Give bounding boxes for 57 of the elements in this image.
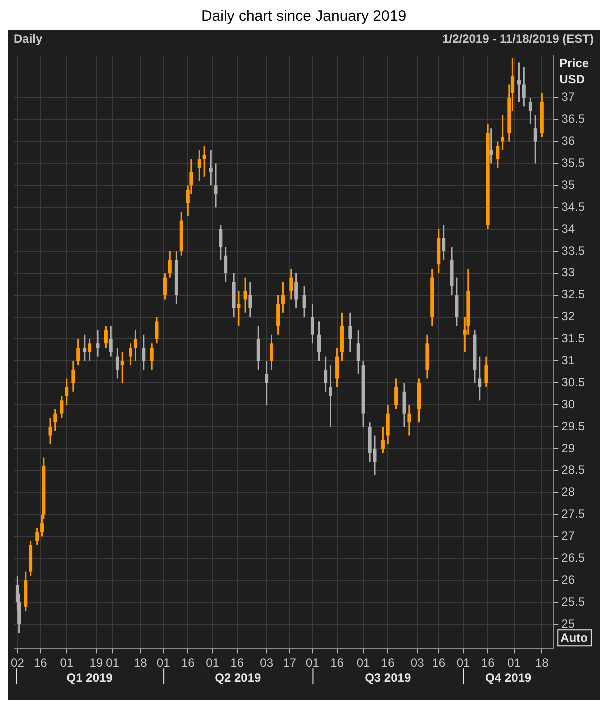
x-tick-label: 16 xyxy=(481,656,496,670)
x-tick-label: 01 xyxy=(60,656,74,670)
x-tick-label: 16 xyxy=(181,656,196,670)
y-tick-label: 36.5 xyxy=(562,112,586,126)
y-tick-label: 29 xyxy=(562,441,576,456)
text: 1/2/2019 - 11/18/2019 (EST) xyxy=(442,32,594,46)
x-tick-label: 01 xyxy=(356,656,371,670)
x-tick-label: 03 xyxy=(260,656,274,670)
y-tick-label: 33.5 xyxy=(562,244,586,258)
text: Q4 2019 xyxy=(486,670,532,685)
x-tick-label: 01 xyxy=(508,656,522,670)
x-tick-label: 16 xyxy=(330,656,344,670)
x-tick-label: 02 xyxy=(11,656,25,670)
x-tick-label: 01 xyxy=(456,656,470,670)
x-tick-label: 16 xyxy=(432,656,446,670)
y-tick-label: 25.5 xyxy=(562,594,586,609)
x-tick-label: 17 xyxy=(283,656,297,670)
y-tick-label: 27 xyxy=(562,529,576,544)
y-tick-label: 26 xyxy=(562,572,576,587)
y-tick-label: 29.5 xyxy=(562,419,586,434)
text: Daily xyxy=(14,32,43,46)
y-tick-label: 30 xyxy=(562,397,576,412)
x-tick-label: 16 xyxy=(381,656,396,670)
y-tick-label: 27.5 xyxy=(562,507,586,522)
y-tick-label: 31.5 xyxy=(562,332,586,346)
y-tick-label: 32 xyxy=(562,310,576,324)
y-tick-label: 28 xyxy=(562,485,576,500)
text: Q3 2019 xyxy=(365,670,412,685)
x-tick-label: 18 xyxy=(535,656,550,670)
y-tick-label: 30.5 xyxy=(562,375,586,390)
text: Q2 2019 xyxy=(215,670,262,685)
y-tick-label: 25 xyxy=(562,616,576,631)
y-tick-label: 31 xyxy=(562,353,576,368)
y-tick-label: 34.5 xyxy=(562,200,586,214)
x-tick-label: 18 xyxy=(134,656,148,670)
y-tick-label: 36 xyxy=(562,134,576,148)
y-tick-label: 26.5 xyxy=(562,550,586,565)
x-tick-label: 01 xyxy=(206,656,220,670)
text: Auto xyxy=(560,630,588,645)
y-tick-label: 35 xyxy=(562,178,576,192)
x-tick-label: 01 xyxy=(106,656,120,670)
y-tick-label: 32.5 xyxy=(562,288,586,302)
y-axis-title: Price USD xyxy=(560,56,590,87)
candlestick xyxy=(517,62,521,102)
x-tick-label: 19 xyxy=(90,656,104,670)
y-tick-label: 37 xyxy=(562,90,576,104)
x-tick-label: 01 xyxy=(306,656,320,670)
chart-title: Daily chart since January 2019 xyxy=(200,8,408,27)
text: Q1 2019 xyxy=(66,670,114,685)
x-tick-label: 03 xyxy=(410,656,425,670)
x-tick-label: 01 xyxy=(156,656,171,670)
y-tick-label: 33 xyxy=(562,266,576,280)
y-tick-label: 34 xyxy=(562,222,576,236)
x-tick-label: 16 xyxy=(34,656,48,670)
y-tick-label: 28.5 xyxy=(562,463,586,478)
y-tick-label: 35.5 xyxy=(562,156,586,170)
x-tick-label: 16 xyxy=(230,656,244,670)
